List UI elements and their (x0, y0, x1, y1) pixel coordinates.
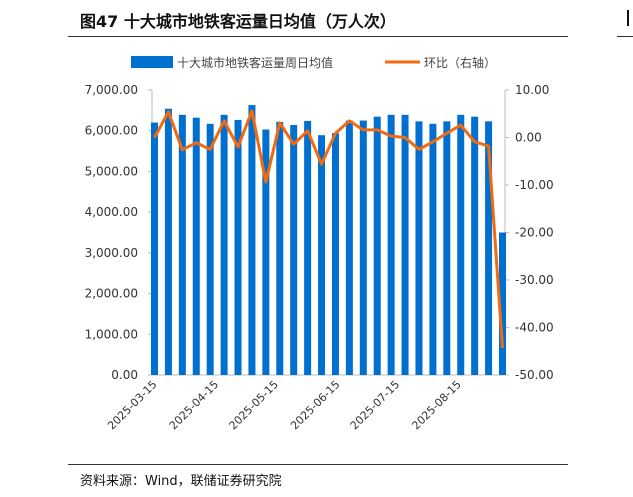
bar (485, 121, 493, 375)
bar (206, 123, 214, 376)
bar (234, 119, 242, 375)
legend-bar-swatch (131, 56, 173, 68)
bar (164, 108, 172, 375)
bar (262, 129, 270, 375)
bar (151, 122, 158, 375)
legend-line-label: 环比（右轴） (424, 55, 496, 70)
left-tick-label: 5,000.00 (85, 164, 138, 178)
bar (499, 232, 506, 375)
bar (373, 116, 381, 376)
left-tick-label: 3,000.00 (85, 246, 138, 260)
bar (471, 116, 479, 376)
right-tick-label: 10.00 (515, 83, 549, 97)
bar (192, 117, 200, 375)
right-tick-label: -40.00 (515, 321, 554, 335)
ratio-line (153, 109, 504, 349)
x-tick-label: 2025-08-15 (409, 378, 463, 432)
adjacent-panel-rule (617, 36, 633, 37)
bar (178, 114, 186, 375)
bar (331, 133, 339, 375)
chart-title: 图47 十大城市地铁客运量日均值（万人次） (80, 12, 396, 31)
bar (359, 120, 367, 376)
right-tick-label: -50.00 (515, 368, 554, 382)
x-tick-label: 2025-04-15 (167, 378, 221, 432)
bar (457, 114, 465, 375)
right-tick-label: -20.00 (515, 226, 554, 240)
bar (429, 123, 437, 376)
adjacent-panel-edge (627, 10, 633, 26)
bar (415, 121, 423, 375)
bar (443, 121, 451, 375)
left-tick-label: 0.00 (111, 368, 138, 382)
bar (345, 120, 353, 376)
source-rule (68, 464, 568, 465)
left-tick-label: 7,000.00 (85, 83, 138, 97)
left-tick-label: 6,000.00 (85, 124, 138, 138)
left-tick-label: 4,000.00 (85, 205, 138, 219)
right-tick-label: -30.00 (515, 273, 554, 287)
bar (220, 114, 228, 375)
bar (276, 121, 284, 375)
source-note: 资料来源：Wind，联储证券研究院 (80, 474, 282, 489)
x-tick-label: 2025-05-15 (227, 378, 281, 432)
title-rule (68, 36, 568, 37)
x-tick-label: 2025-06-15 (288, 378, 342, 432)
bar (318, 135, 326, 375)
bar (248, 105, 256, 376)
right-tick-label: 0.00 (515, 131, 542, 145)
legend-bar-label: 十大城市地铁客运量周日均值 (177, 55, 333, 70)
right-tick-label: -10.00 (515, 178, 554, 192)
left-tick-label: 2,000.00 (85, 287, 138, 301)
bar (401, 114, 409, 375)
left-tick-label: 1,000.00 (85, 327, 138, 341)
bar (304, 120, 312, 375)
x-tick-label: 2025-03-15 (105, 378, 159, 432)
x-tick-label: 2025-07-15 (348, 378, 402, 432)
bar (387, 114, 395, 375)
bar (290, 125, 298, 375)
